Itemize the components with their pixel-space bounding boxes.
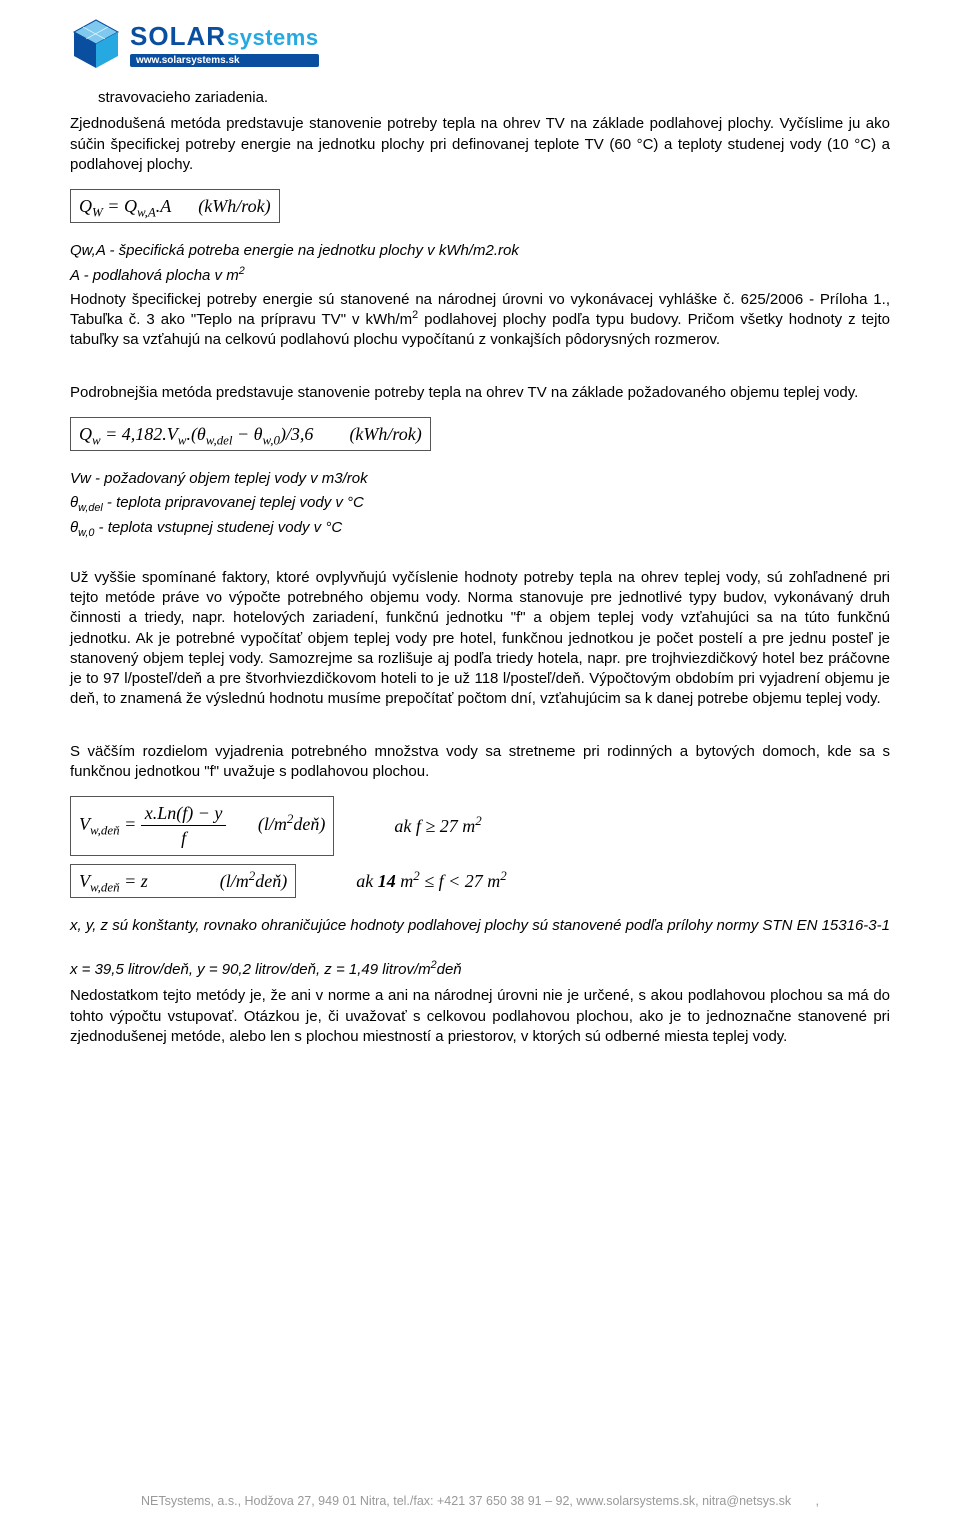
var-theta-del-txt: - teplota pripravovanej teplej vody v °C [103,494,364,511]
footer-comma: , [815,1494,818,1508]
var-theta-0: θw,0 - teplota vstupnej studenej vody v … [70,518,890,538]
formula-1: QW = Qw,A.A (kWh/rok) [70,189,890,223]
logo-url: www.solarsystems.sk [130,54,319,67]
formula-4-cond: ak 14 m2 ≤ f < 27 m2 [356,869,507,893]
logo-word2: systems [227,25,319,51]
formula-3-box: Vw,deň = x.Ln(f) − yf (l/m2deň) [70,796,334,856]
formula-2-unit: (kWh/rok) [349,424,421,444]
var-theta-0-txt: - teplota vstupnej studenej vody v °C [94,519,342,536]
para-1: Zjednodušená metóda predstavuje stanoven… [70,114,890,175]
formula-4-box: Vw,deň = z (l/m2deň) [70,864,296,898]
formula-3-num: x.Ln(f) − y [141,801,227,826]
var-theta-del: θw,del - teplota pripravovanej teplej vo… [70,493,890,513]
formula-2-box: Qw = 4,182.Vw.(θw,del − θw,0)/3,6 (kWh/r… [70,417,431,451]
formula-3-den: f [141,826,227,850]
var-theta-0-sub: w,0 [78,527,94,539]
var-vw: Vw - požadovaný objem teplej vody v m3/r… [70,469,890,489]
formula-1-unit: (kWh/rok) [198,196,270,216]
formula-2: Qw = 4,182.Vw.(θw,del − θw,0)/3,6 (kWh/r… [70,417,890,451]
page-footer: NETsystems, a.s., Hodžova 27, 949 01 Nit… [0,1494,960,1508]
para-8: Nedostatkom tejto metódy je, že ani v no… [70,986,890,1047]
para-5: S väčším rozdielom vyjadrenia potrebného… [70,742,890,783]
var-qwa: Qw,A - špecifická potreba energie na jed… [70,241,890,261]
logo-word1: SOLAR [130,21,226,52]
logo: SOLAR systems www.solarsystems.sk [70,18,890,70]
logo-brand: SOLAR systems [130,21,319,52]
formula-3: Vw,deň = x.Ln(f) − yf (l/m2deň) ak f ≥ 2… [70,796,890,856]
para-0: stravovacieho zariadenia. [70,88,890,108]
para-6: x, y, z sú konštanty, rovnako ohraničujú… [70,916,890,936]
var-a: A - podlahová plocha v m2 [70,266,890,286]
para-4: Už vyššie spomínané faktory, ktoré ovply… [70,568,890,710]
var-a-pre: A - podlahová plocha v m [70,267,239,284]
para-7-pre: x = 39,5 litrov/deň, y = 90,2 litrov/deň… [70,961,431,978]
formula-3-cond: ak f ≥ 27 m2 [394,814,481,838]
para-3: Podrobnejšia metóda predstavuje stanoven… [70,383,890,403]
document-body: stravovacieho zariadenia. Zjednodušená m… [70,88,890,1047]
cube-icon [70,18,122,70]
formula-4: Vw,deň = z (l/m2deň) ak 14 m2 ≤ f < 27 m… [70,864,890,898]
var-theta-del-sub: w,del [78,502,103,514]
para-7-post: deň [437,961,462,978]
para-2: Hodnoty špecifickej potreby energie sú s… [70,290,890,351]
formula-1-box: QW = Qw,A.A (kWh/rok) [70,189,280,223]
footer-text: NETsystems, a.s., Hodžova 27, 949 01 Nit… [141,1494,791,1508]
para-7: x = 39,5 litrov/deň, y = 90,2 litrov/deň… [70,960,890,980]
